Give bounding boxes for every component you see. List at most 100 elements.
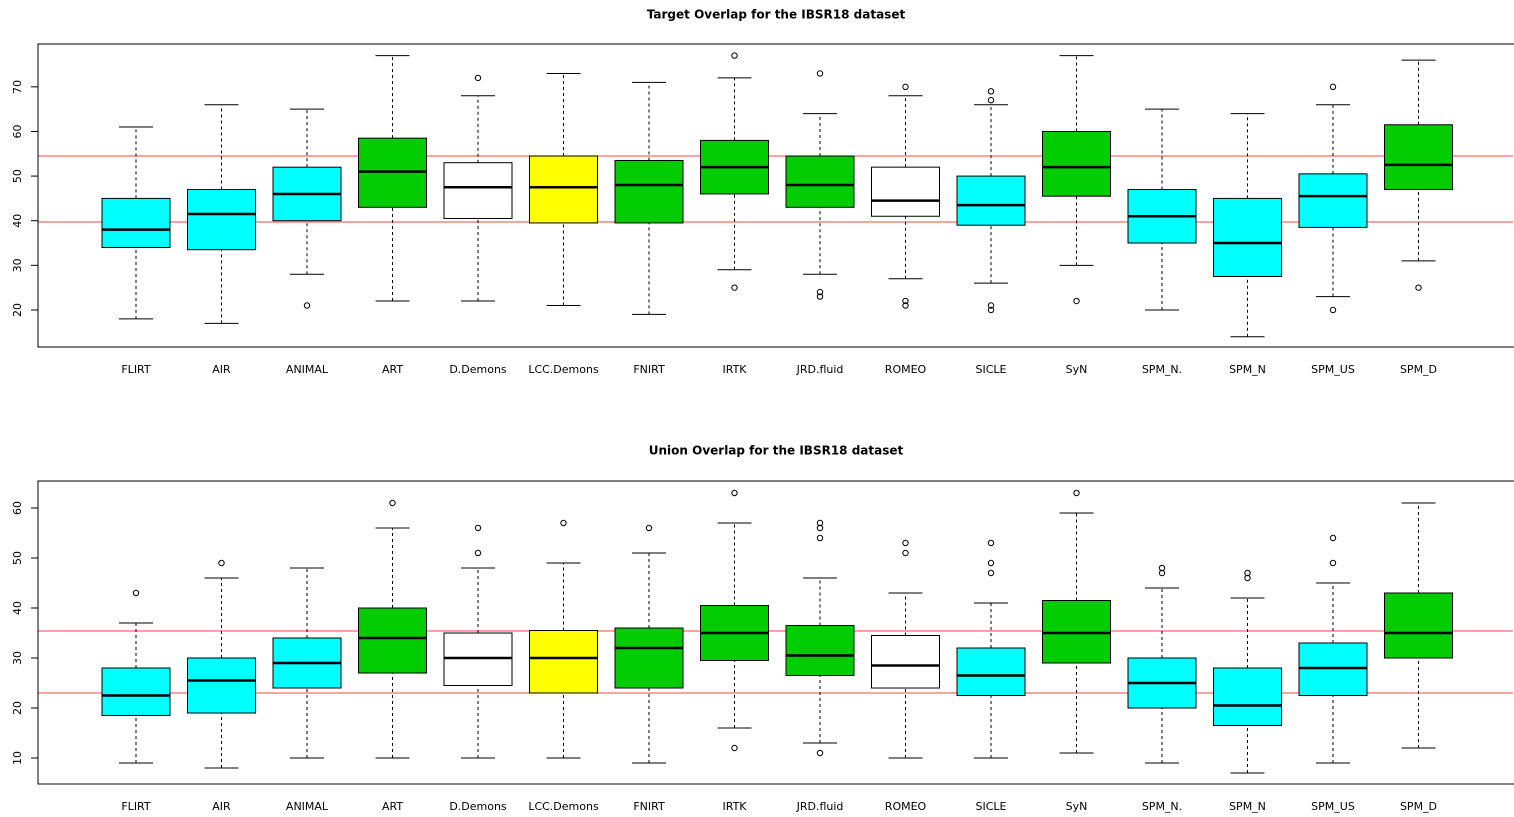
box [529, 155, 598, 224]
x-tick-label: IRTK [722, 363, 747, 376]
box [1213, 197, 1282, 277]
x-tick-label: ROMEO [885, 363, 927, 376]
box [871, 635, 940, 689]
y-tick-label: 50 [11, 551, 24, 565]
box [1298, 173, 1368, 228]
y-tick-label: 20 [11, 303, 24, 317]
outlier [1073, 489, 1080, 497]
x-tick-label: SPM_US [1311, 363, 1355, 376]
x-tick-label: LCC.Demons [528, 800, 599, 813]
outlier [389, 499, 396, 507]
plot-frame [37, 480, 1514, 785]
box [187, 657, 256, 714]
y-tick-label: 10 [11, 751, 24, 765]
outlier [816, 524, 824, 532]
outlier [560, 519, 567, 527]
box [614, 159, 684, 224]
outlier [218, 559, 225, 567]
box [785, 625, 855, 676]
y-tick-label: 70 [11, 80, 24, 94]
x-tick-label: SICLE [976, 800, 1007, 813]
x-tick-label: SPM_N. [1142, 363, 1182, 376]
x-tick-label: SPM_US [1311, 800, 1355, 813]
outlier [1329, 534, 1337, 542]
x-tick-label: SPM_N. [1142, 800, 1182, 813]
x-tick-label: SICLE [976, 363, 1007, 376]
outlier [987, 569, 995, 577]
x-tick-label: FLIRT [121, 800, 151, 813]
chart-title: Union Overlap for the IBSR18 dataset [649, 444, 904, 458]
box [101, 667, 171, 716]
y-tick-label: 20 [11, 701, 24, 715]
x-tick-label: SPM_N [1229, 363, 1266, 376]
outlier [987, 306, 995, 314]
x-tick-label: ROMEO [885, 800, 927, 813]
outlier [987, 88, 995, 95]
outlier [1158, 569, 1166, 577]
outlier [303, 302, 311, 309]
outlier [816, 534, 824, 542]
outlier [645, 524, 653, 532]
y-tick-label: 40 [11, 601, 24, 615]
outlier [731, 52, 738, 59]
outlier [731, 284, 738, 291]
y-tick-label: 30 [11, 651, 24, 665]
box [1042, 130, 1111, 197]
box [614, 627, 684, 689]
box [1213, 667, 1282, 726]
outlier [902, 297, 909, 305]
outlier [731, 744, 738, 752]
outlier [816, 288, 824, 296]
x-tick-label: FLIRT [121, 363, 151, 376]
outlier [902, 83, 909, 91]
outlier [474, 74, 482, 82]
box [101, 197, 171, 248]
x-tick-label: LCC.Demons [528, 363, 599, 376]
outlier [902, 549, 909, 557]
box [871, 166, 940, 217]
box [956, 175, 1026, 226]
x-tick-label: ANIMAL [286, 363, 329, 376]
y-tick-label: 30 [11, 258, 24, 272]
chart-title: Target Overlap for the IBSR18 dataset [647, 8, 906, 22]
x-tick-label: JRD.fluid [796, 363, 844, 376]
outlier [1329, 559, 1337, 567]
x-tick-label: SyN [1066, 363, 1088, 376]
outlier [1415, 284, 1422, 291]
outlier [1073, 297, 1080, 305]
outlier [474, 549, 482, 557]
outlier [987, 97, 995, 104]
outlier [816, 70, 824, 77]
x-tick-label: SPM_N [1229, 800, 1266, 813]
plot-frame [37, 43, 1514, 348]
x-tick-label: ART [382, 363, 403, 376]
outlier [902, 539, 909, 547]
outlier [987, 302, 995, 309]
outlier [1329, 306, 1337, 314]
x-tick-label: AIR [212, 363, 231, 376]
y-tick-label: 50 [11, 169, 24, 183]
box [187, 188, 256, 251]
outlier [816, 749, 824, 757]
x-tick-label: D.Demons [449, 363, 507, 376]
box [443, 162, 513, 219]
outlier [731, 489, 738, 497]
x-tick-label: SyN [1066, 800, 1088, 813]
y-tick-label: 40 [11, 214, 24, 228]
box [358, 607, 427, 674]
x-tick-label: JRD.fluid [796, 800, 844, 813]
x-tick-label: SPM_D [1400, 800, 1437, 813]
outlier [816, 293, 824, 300]
x-tick-label: FNIRT [633, 800, 665, 813]
outlier [1329, 83, 1337, 91]
outlier [987, 559, 995, 567]
outlier [1244, 574, 1251, 582]
outlier [902, 302, 909, 309]
outlier [987, 539, 995, 547]
box [956, 647, 1026, 696]
y-tick-label: 60 [11, 501, 24, 515]
outlier [474, 524, 482, 532]
x-tick-label: FNIRT [633, 363, 665, 376]
